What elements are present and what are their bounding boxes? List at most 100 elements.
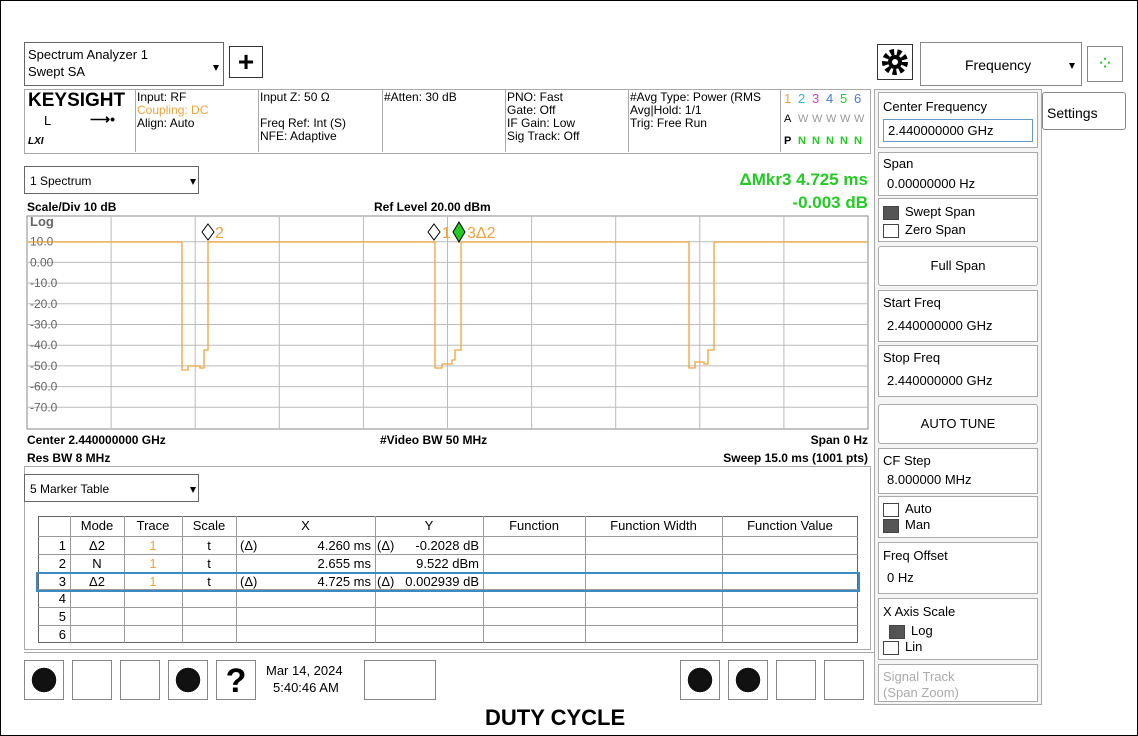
column-line [70,516,71,643]
trace-type: W [826,113,837,125]
marker-label: 1 [442,225,451,242]
cf-mode[interactable]: Auto Man [878,496,1038,538]
info-text: Avg|Hold: 1/1 [630,103,702,117]
notes-button[interactable] [364,660,436,700]
label: (Span Zoom) [883,685,959,700]
x-axis-scale[interactable]: X Axis Scale Log Lin [878,598,1038,660]
cell-mode: Δ2 [89,538,105,553]
info-divider [258,89,259,152]
window-select[interactable]: 5 Marker Table [24,474,199,502]
redo-button[interactable] [120,660,160,700]
label: CF Step [883,453,931,468]
settings-gear[interactable] [877,44,913,80]
option-text: Log [911,623,933,638]
undo-button[interactable] [72,660,112,700]
full-span-button[interactable]: Full Span [878,246,1038,286]
start-freq[interactable]: Start Freq 2.440000000 GHz [878,290,1038,342]
label: Stop Freq [883,350,941,365]
dropdown-arrow [190,179,196,185]
stop-freq[interactable]: Stop Freq 2.440000000 GHz [878,345,1038,397]
log-label: Log [30,214,54,229]
auto-tune-button[interactable]: AUTO TUNE [878,404,1038,444]
option: Lin [883,639,922,655]
cf-step[interactable]: CF Step 8.000000 MHz [878,448,1038,494]
gear-icon [882,49,908,75]
trace-detector: N [812,135,820,147]
dropdown-arrow [190,487,196,493]
option-text: Swept Span [905,204,976,219]
trace-number: 1 [784,91,792,106]
menu-select[interactable]: Frequency [920,42,1082,86]
info-text: IF Gain: Low [507,116,576,130]
settings-tab[interactable]: Settings [1042,92,1126,130]
info-divider [505,89,506,152]
row-line [38,536,858,537]
window-name: 5 Marker Table [30,482,110,496]
touch-button[interactable] [728,660,768,700]
info-text: NFE: Adaptive [260,129,337,143]
info-bar [24,89,871,154]
trace-detector: P [784,135,792,147]
ref-level: Ref Level 20.00 dBm [374,200,491,214]
cell-y: -0.2028 dB [415,538,479,553]
cell-x: 4.260 ms [317,538,371,553]
column-header: Mode [80,518,114,533]
column-header: X [301,518,310,533]
signal-track[interactable]: Signal Track (Span Zoom) [878,664,1038,702]
trace-detector: N [854,135,862,147]
add-button[interactable]: + [229,46,263,78]
windows-button[interactable] [24,660,64,700]
trace-number: 6 [854,91,862,106]
cell-n: 1 [58,538,66,553]
option-selected: Man [883,517,930,533]
trace-number: 5 [840,91,848,106]
marker-readout-x: ΔMkr3 4.725 ms [739,170,868,189]
instrument-select[interactable]: Spectrum Analyzer 1 Swept SA [24,42,224,86]
cell-y: 0.002939 dB [405,573,479,589]
info-text: Freq Ref: Int (S) [260,116,347,130]
fullscreen-button[interactable] [824,660,864,700]
y-tick-label: -20.0 [30,297,58,311]
split-button[interactable] [776,660,816,700]
y-tick-label: -30.0 [30,318,58,332]
date: Mar 14, 2024 [266,663,343,678]
cell-y-ref: (Δ) [377,538,395,553]
info-divider [382,89,383,152]
cell-scale: t [207,573,211,589]
trace-type: W [798,113,809,125]
cell-scale: t [207,538,211,553]
file-button[interactable] [168,660,208,700]
y-tick-label: -10.0 [30,276,58,290]
value: 2.440000000 GHz [887,373,993,388]
dropdown-arrow [213,65,219,71]
freq-offset[interactable]: Freq Offset 0 Hz [878,542,1038,594]
trace-number: 3 [812,91,820,106]
column-line [124,516,125,643]
res-bw: Res BW 8 MHz [27,451,111,465]
selected-row[interactable] [36,571,860,592]
column-line [722,516,723,643]
brand: KEYSIGHT [28,90,126,111]
center-frequency[interactable]: Center Frequency 2.440000000 GHz [878,92,1038,148]
cell-trace: 1 [149,573,157,589]
window-name: 1 Spectrum [30,174,92,188]
label: X Axis Scale [883,604,956,619]
column-header: Function Value [747,518,833,533]
column-header: Trace [136,518,170,533]
marker-readout-y: -0.003 dB [792,193,868,212]
info-text: Trig: Free Run [630,116,707,130]
span[interactable]: Span 0.00000000 Hz [878,152,1038,196]
trace-number: 2 [798,91,806,106]
cell-y-ref: (Δ) [377,573,395,589]
window-select[interactable]: 1 Spectrum [24,166,199,194]
y-tick-label: -40.0 [30,338,58,352]
span-mode[interactable]: Swept Span Zero Span [878,198,1038,242]
value: 0.00000000 Hz [887,176,976,191]
column-header: Function Width [610,518,697,533]
info-text: Coupling: DC [137,103,209,117]
brand-sub: L [44,113,52,128]
marker-window [24,466,871,650]
help-button[interactable]: ? [216,660,256,700]
layout-button[interactable] [680,660,720,700]
span: Span 0 Hz [810,433,868,447]
